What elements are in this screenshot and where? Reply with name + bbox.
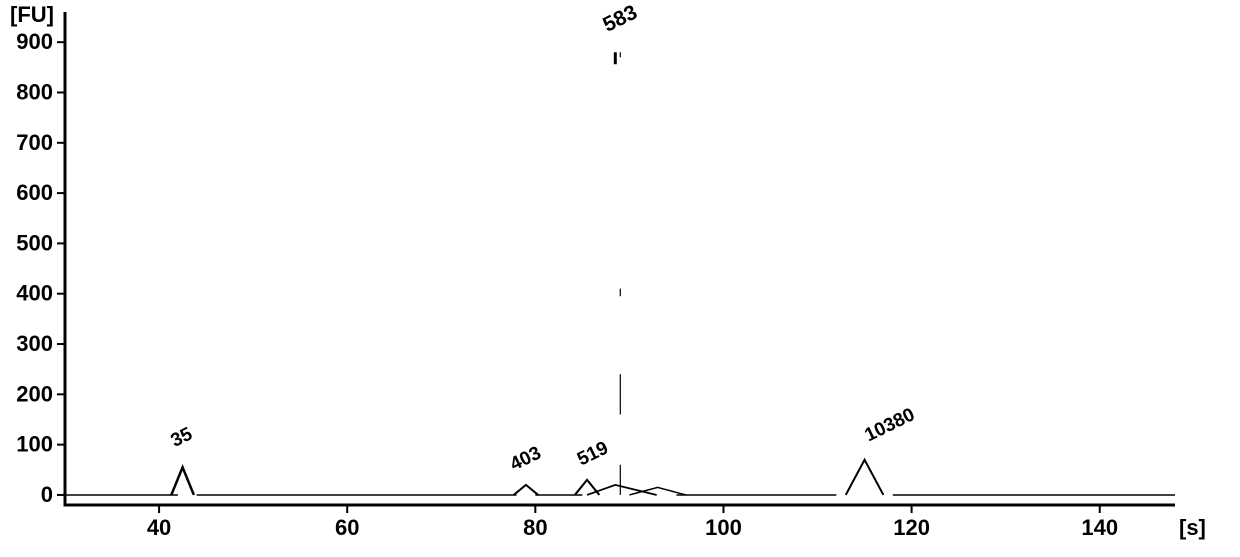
y-tick-label: 600 [16,180,53,205]
peak-label: 10380 [862,404,919,446]
peak [846,460,884,495]
x-tick-label: 100 [705,515,742,540]
y-tick-label: 300 [16,331,53,356]
peak-label: 35 [168,423,197,451]
electropherogram-chart: 0 100 200 300 400 500 600 700 800 900[FU] 40 60 80 10… [0,0,1240,557]
peak [171,467,194,495]
peak-label: 583 [599,1,641,37]
x-tick-label: 40 [147,515,171,540]
y-tick-label: 100 [16,432,53,457]
peak-label: 519 [574,438,612,471]
x-tick-label: 60 [335,515,359,540]
y-tick-label: 700 [16,130,53,155]
x-tick-label: 80 [523,515,547,540]
y-tick-label: 900 [16,29,53,54]
y-tick-label: 500 [16,230,53,255]
x-tick-label: 140 [1081,515,1118,540]
x-tick-label: 120 [893,515,930,540]
y-axis-label: [FU] [10,2,54,27]
y-tick-label: 400 [16,281,53,306]
axes [65,12,1175,505]
chart-svg: 0 100 200 300 400 500 600 700 800 900[FU] 40 60 80 10… [0,0,1240,557]
y-tick-label: 0 [41,482,53,507]
x-axis-label: [s] [1179,515,1206,540]
y-tick-label: 800 [16,79,53,104]
peak [514,485,538,495]
y-tick-label: 200 [16,381,53,406]
peak-label: 403 [507,443,545,476]
